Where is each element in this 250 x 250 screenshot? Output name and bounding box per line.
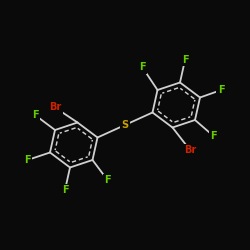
Text: Br: Br bbox=[49, 102, 61, 113]
Text: F: F bbox=[24, 155, 31, 165]
Text: S: S bbox=[122, 120, 128, 130]
Text: F: F bbox=[210, 131, 217, 141]
Text: Br: Br bbox=[184, 145, 196, 155]
Text: F: F bbox=[182, 55, 188, 65]
Text: F: F bbox=[218, 85, 224, 95]
Text: F: F bbox=[104, 175, 111, 185]
Text: F: F bbox=[62, 185, 68, 195]
Text: F: F bbox=[32, 110, 38, 120]
Text: F: F bbox=[139, 62, 146, 72]
